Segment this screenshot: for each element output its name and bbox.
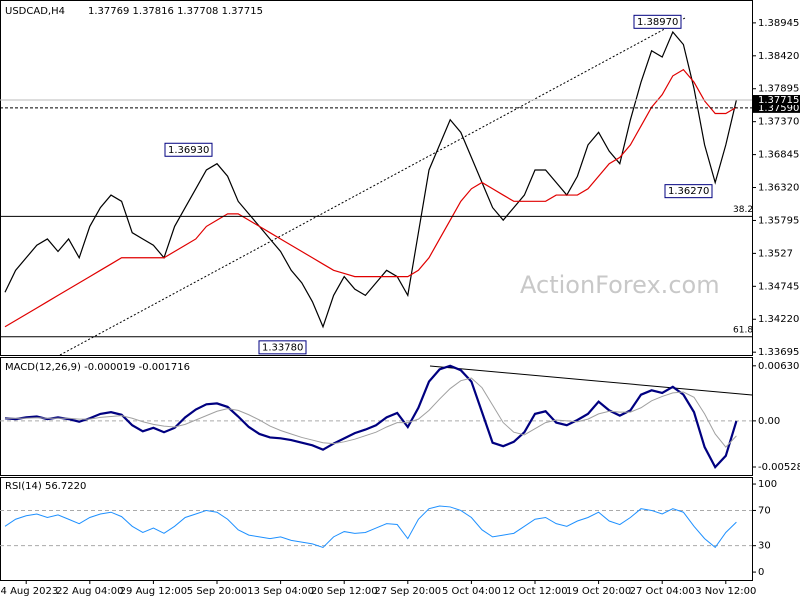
price-panel — [0, 0, 753, 356]
x-tick-label: 22 Aug 04:00 — [56, 586, 123, 597]
macd-trendline — [429, 365, 753, 396]
x-tick-label: 12 Oct 12:00 — [502, 586, 567, 597]
y-tick-label: 100 — [758, 479, 777, 490]
y-tick-label: -0.005283 — [758, 462, 800, 473]
rsi-title: RSI(14) 56.7220 — [5, 481, 86, 492]
swing-label: 1.36270 — [668, 186, 709, 197]
y-tick-label: 70 — [758, 505, 771, 516]
y-tick-label: 1.37370 — [758, 117, 799, 128]
fib-label: 61.8 — [733, 325, 753, 335]
x-tick-label: 27 Oct 04:00 — [630, 586, 695, 597]
swing-label: 1.38970 — [637, 17, 678, 28]
dashed-level-label: 1.37590 — [758, 103, 799, 114]
y-tick-label: 1.33695 — [758, 347, 799, 358]
x-tick-label: 13 Sep 04:00 — [247, 586, 314, 597]
macd-title: MACD(12,26,9) -0.000019 -0.001716 — [5, 362, 190, 373]
y-tick-label: 30 — [758, 541, 771, 552]
y-tick-label: 1.38945 — [758, 18, 799, 29]
x-tick-label: 20 Sep 12:00 — [311, 586, 378, 597]
series-line — [5, 377, 737, 448]
swing-box — [664, 184, 713, 199]
series-line — [4, 68, 737, 328]
y-tick-label: 0 — [758, 567, 764, 578]
price-box — [752, 95, 800, 106]
y-tick-label: 0.006305 — [758, 361, 800, 372]
chart-title: USDCAD,H4 — [5, 6, 65, 17]
y-tick-label: 1.34220 — [758, 314, 799, 325]
chart-subtitle: 1.37769 1.37816 1.37708 1.37715 — [88, 6, 263, 17]
x-tick-label: 29 Aug 12:00 — [120, 586, 187, 597]
price-box — [752, 102, 800, 113]
x-tick-label: 5 Sep 20:00 — [187, 586, 247, 597]
y-tick-label: 1.36845 — [758, 150, 799, 161]
series-line — [4, 364, 738, 470]
x-tick-label: 27 Sep 20:00 — [374, 586, 441, 597]
x-tick-label: 5 Oct 04:00 — [442, 586, 501, 597]
y-tick-label: 1.38420 — [758, 51, 799, 62]
y-tick-label: 1.3527 — [758, 248, 793, 259]
watermark: ActionForex.com — [520, 271, 720, 299]
x-tick-label: 19 Oct 20:00 — [566, 586, 631, 597]
swing-box — [258, 340, 307, 355]
y-tick-label: 1.37895 — [758, 84, 799, 95]
y-tick-label: 1.34745 — [758, 281, 799, 292]
swing-box — [633, 14, 682, 29]
x-tick-label: 14 Aug 2023 — [0, 586, 58, 597]
series-line — [4, 30, 737, 329]
x-tick-label: 3 Nov 12:00 — [695, 586, 756, 597]
y-tick-label: 1.35795 — [758, 215, 799, 226]
series-line — [4, 505, 737, 549]
swing-label: 1.33780 — [262, 342, 303, 353]
swing-box — [164, 142, 213, 157]
swing-label: 1.36930 — [168, 145, 209, 156]
fib-label: 38.2 — [733, 205, 753, 215]
macd-panel — [0, 357, 753, 476]
y-tick-label: 1.36320 — [758, 183, 799, 194]
rsi-panel — [0, 477, 753, 581]
last-price-label: 1.37715 — [758, 95, 799, 106]
y-tick-label: 0.00 — [758, 416, 780, 427]
